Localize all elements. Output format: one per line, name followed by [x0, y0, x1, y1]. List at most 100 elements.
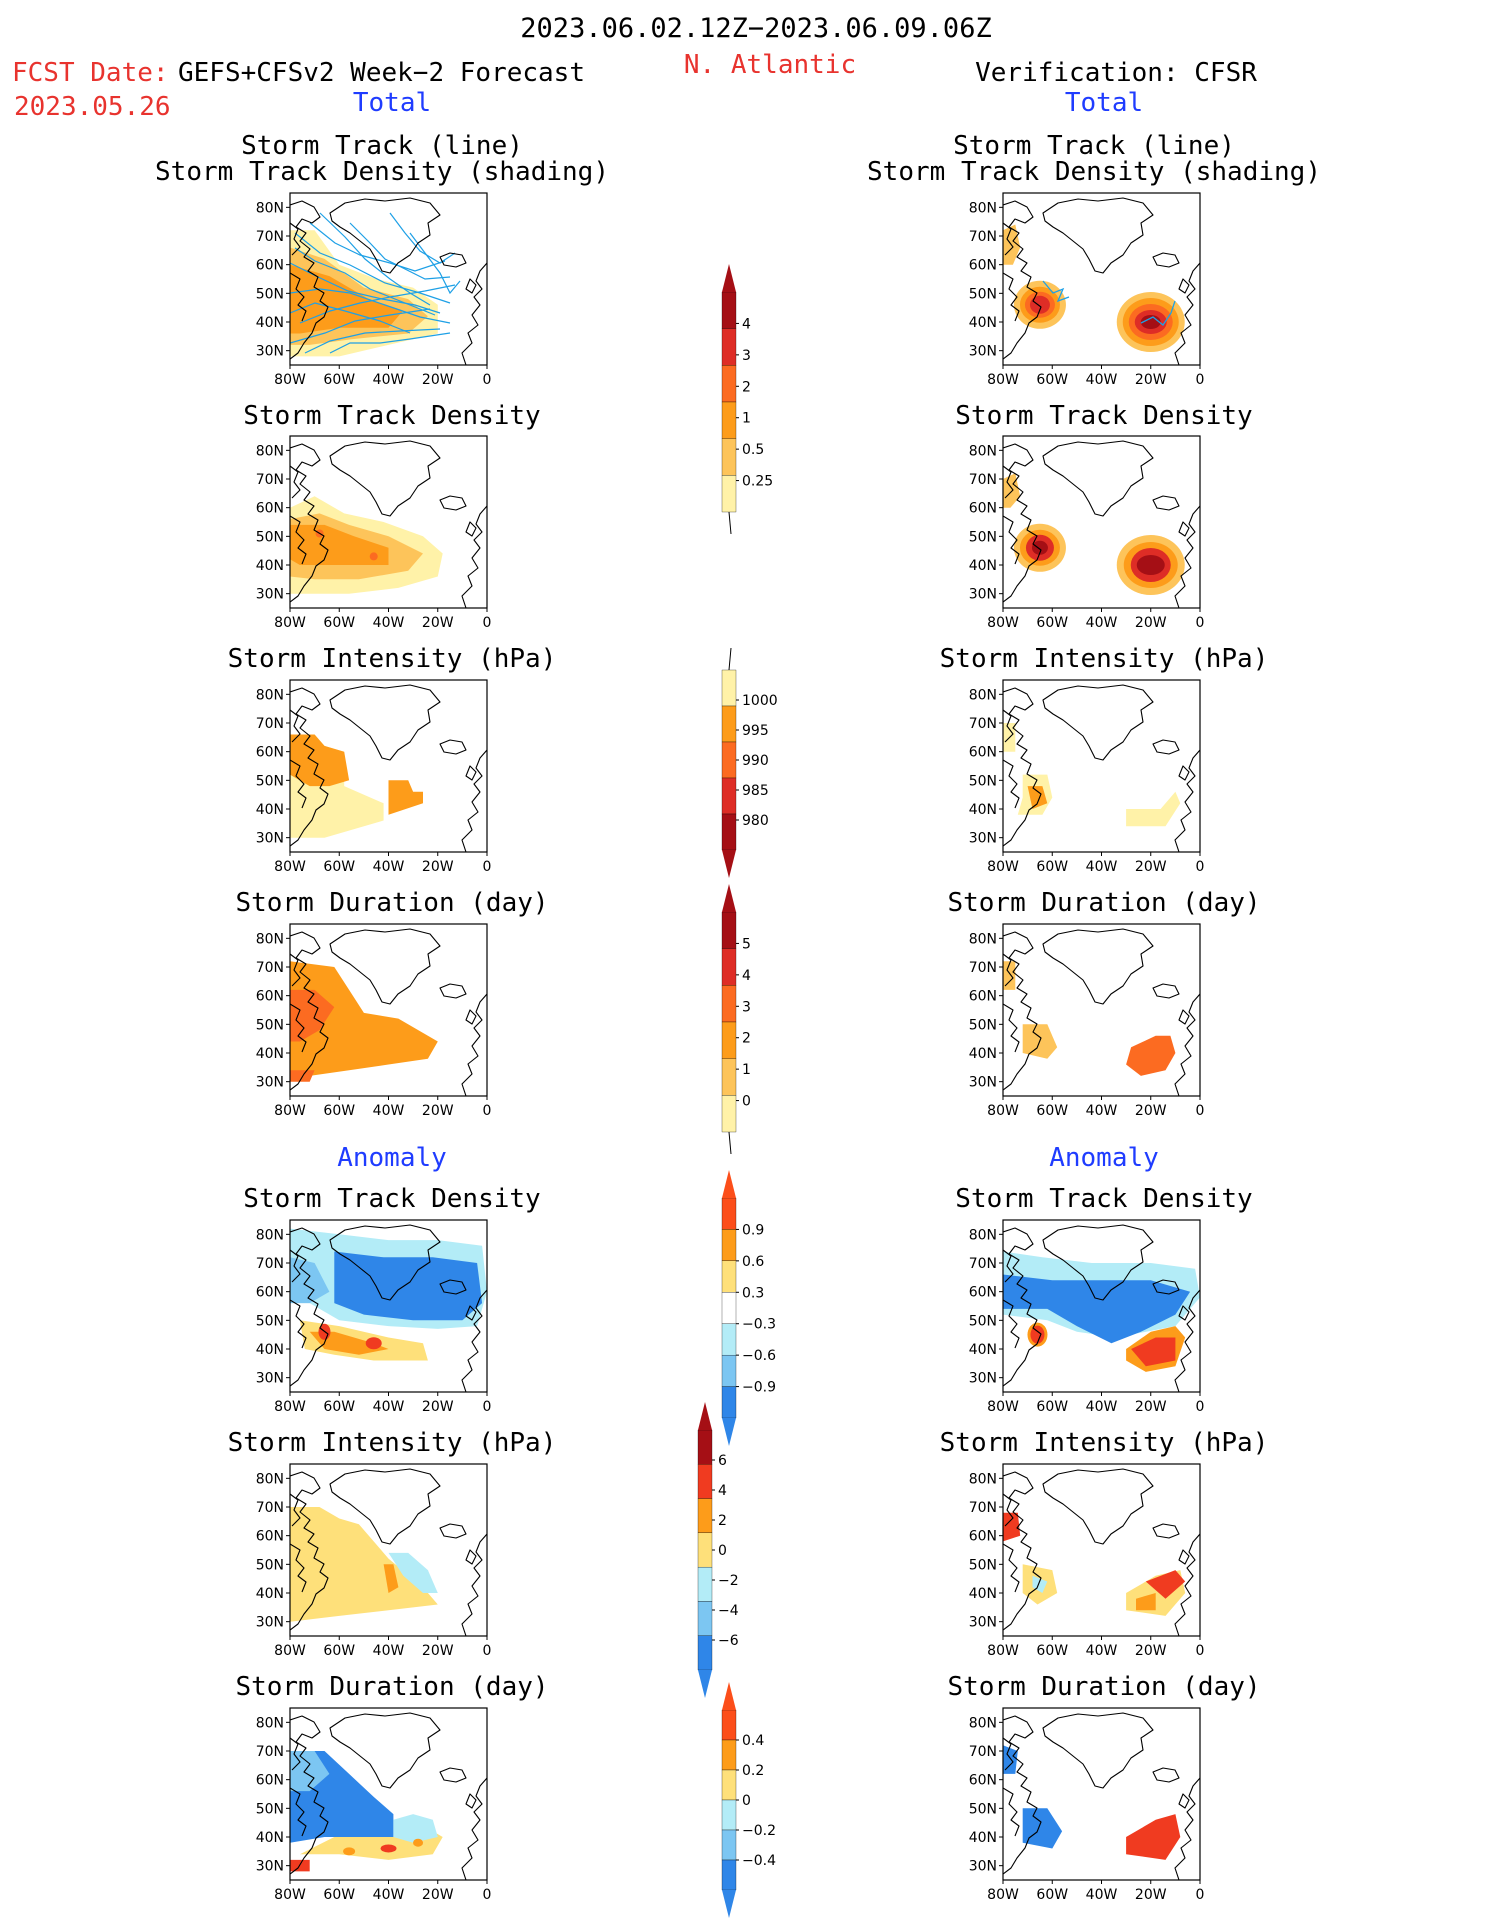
map-density-verification: 80N 70N 60N 50N 40N 30N 80W 60W 40W 20W 0 [969, 435, 1204, 631]
title-density-anom-right: Storm Track Density [955, 1184, 1253, 1214]
lon-tick-label: 60W [323, 615, 355, 631]
colorbar-label: 995 [742, 723, 769, 739]
shade-region [1022, 1808, 1063, 1849]
colorbar-label: 1 [742, 1062, 751, 1078]
europe-africa-coast [1174, 1289, 1200, 1392]
colorbar-segment [721, 1709, 737, 1741]
europe-africa-coast [1174, 993, 1200, 1096]
lon-tick-label: 80W [274, 1643, 306, 1659]
lat-tick-label: 50N [256, 1313, 284, 1329]
map-duration-forecast: 80N 70N 60N 50N 40N 30N 80W 60W 40W 20W 0 [256, 923, 491, 1119]
north-america-coast [290, 443, 329, 603]
shade-region [1003, 961, 1016, 990]
colorbar-segment [697, 1429, 713, 1465]
lat-tick-label: 40N [969, 802, 997, 818]
map-intensity-anom-forecast: 80N 70N 60N 50N 40N 30N 80W 60W 40W 20W 0 [256, 1463, 491, 1659]
hudson-coast [1003, 1493, 1020, 1593]
colorbar-intensity-total: 1000 995 990 985 980 [718, 640, 798, 880]
lon-tick-label: 40W [373, 859, 405, 875]
lat-tick-label: 30N [969, 587, 997, 603]
colorbar-label: 0.9 [742, 1222, 764, 1238]
lat-tick-label: 60N [256, 501, 284, 517]
lat-tick-label: 50N [969, 773, 997, 789]
north-america-coast [1003, 1715, 1042, 1875]
colorbar-label: 0.25 [742, 474, 773, 490]
lon-tick-label: 60W [1036, 372, 1068, 388]
colorbar-segment [721, 1769, 737, 1801]
lon-tick-label: 60W [323, 1643, 355, 1659]
colorbar-label: −6 [718, 1633, 739, 1649]
lat-tick-label: 80N [969, 1227, 997, 1243]
title-intensity-right: Storm Intensity (hPa) [939, 644, 1269, 674]
lat-tick-label: 60N [256, 258, 284, 274]
north-america-coast [290, 1227, 329, 1387]
lon-tick-label: 60W [323, 1399, 355, 1415]
iceland-coast [439, 252, 467, 268]
colorbar-arrow-top [722, 1682, 736, 1710]
north-america-coast [290, 931, 329, 1091]
europe-africa-coast [461, 1777, 487, 1880]
colorbar-segment [721, 401, 737, 439]
title-intensity-left: Storm Intensity (hPa) [227, 644, 557, 674]
lon-tick-label: 0 [483, 1887, 492, 1903]
lon-tick-label: 60W [323, 1887, 355, 1903]
colorbar-arrow-bottom [722, 850, 736, 878]
iceland-coast [1152, 1523, 1180, 1539]
lat-tick-label: 40N [256, 802, 284, 818]
shade-region [1003, 1512, 1021, 1542]
lat-tick-label: 80N [969, 1471, 997, 1487]
europe-africa-coast [461, 1289, 487, 1392]
shade-blob [365, 1337, 382, 1350]
shade-region [1126, 1814, 1181, 1860]
lon-tick-label: 20W [1135, 1399, 1167, 1415]
map-duration-anom-verification: 80N 70N 60N 50N 40N 30N 80W 60W 40W 20W 0 [969, 1707, 1204, 1903]
shade-region [1003, 1274, 1191, 1344]
british-isles-coast [465, 1549, 477, 1565]
shade-blob [369, 552, 378, 561]
shade-region [334, 1251, 483, 1321]
colorbar-segment [697, 1464, 713, 1499]
iceland-coast [439, 1279, 467, 1295]
lat-tick-label: 80N [256, 687, 284, 703]
british-isles-coast [465, 521, 477, 537]
colorbar-segment [721, 1739, 737, 1771]
map-frame [1002, 1463, 1201, 1637]
lat-tick-label: 30N [256, 831, 284, 847]
lat-tick-label: 70N [256, 1256, 284, 1272]
lat-tick-label: 30N [256, 1371, 284, 1387]
storm-track-line [294, 232, 451, 304]
lat-tick-label: 40N [969, 1830, 997, 1846]
lon-tick-label: 20W [422, 615, 454, 631]
british-isles-coast [1178, 1305, 1190, 1321]
lon-tick-label: 0 [483, 859, 492, 875]
colorbar-label: 1 [742, 411, 751, 427]
lat-tick-label: 60N [969, 989, 997, 1005]
total-label-left: Total [352, 88, 432, 118]
british-isles-coast [1178, 521, 1190, 537]
shade-region [1126, 791, 1181, 827]
forecast-period: 2023.06.02.12Z−2023.06.09.06Z [520, 13, 992, 44]
shade-region [1027, 786, 1048, 809]
colorbar-segment [721, 1260, 737, 1293]
lon-tick-label: 20W [422, 859, 454, 875]
lat-tick-label: 70N [256, 1744, 284, 1760]
colorbar-segment [721, 1354, 737, 1387]
storm-track-line [1042, 280, 1070, 303]
lat-tick-label: 50N [969, 1313, 997, 1329]
hudson-coast [290, 1737, 307, 1837]
lat-tick-label: 30N [969, 1075, 997, 1091]
colorbar-segment [721, 1829, 737, 1861]
lon-tick-label: 0 [1196, 1643, 1205, 1659]
lat-tick-label: 30N [969, 344, 997, 360]
colorbar-arrow-top [722, 264, 736, 292]
colorbar-density-total: 4 3 2 1 0.5 0.25 [718, 262, 798, 542]
title-track-shading-left: Storm Track Density (shading) [155, 157, 609, 187]
anomaly-label-left: Anomaly [337, 1143, 447, 1173]
storm-track-line [294, 247, 436, 316]
lat-tick-label: 80N [256, 1227, 284, 1243]
shade-region [290, 1507, 438, 1622]
hudson-coast [1003, 1249, 1020, 1349]
europe-africa-coast [461, 749, 487, 852]
iceland-coast [1152, 983, 1180, 999]
colorbar-label: 1000 [742, 693, 778, 709]
